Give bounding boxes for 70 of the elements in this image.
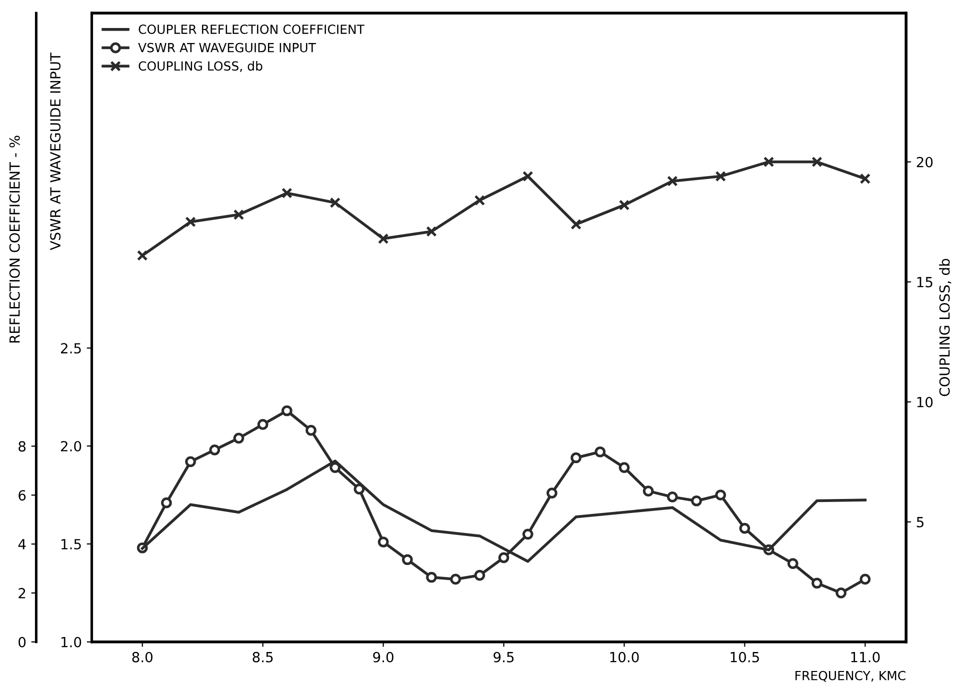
y3-tick-label: 8 [18, 441, 26, 452]
point [570, 218, 582, 230]
point [450, 574, 461, 585]
y3-tick-label: 6 [18, 490, 26, 501]
legend-label: COUPLING LOSS, db [138, 61, 262, 72]
point [860, 574, 871, 585]
y-axis-title: VSWR AT WAVEGUIDE INPUT [50, 52, 61, 250]
point [136, 250, 148, 261]
point [715, 490, 726, 500]
y2-axis-title: COUPLING LOSS, db [939, 258, 952, 396]
point [378, 536, 389, 548]
point [209, 444, 220, 456]
legend-label: VSWR AT WAVEGUIDE INPUT [138, 42, 316, 52]
point [666, 492, 678, 502]
point [282, 188, 292, 198]
point [618, 200, 630, 210]
point [715, 170, 726, 182]
point [522, 170, 534, 182]
point [282, 405, 292, 416]
point [787, 558, 798, 569]
point [812, 156, 822, 168]
point [257, 419, 268, 430]
point [763, 156, 774, 168]
point [594, 446, 606, 458]
y3-tick-label: 2 [18, 588, 26, 598]
x-axis-title: FREQUENCY, KMC [796, 670, 906, 682]
y2-tick-label: 20 [916, 156, 933, 168]
y2-tick-label: 5 [916, 517, 924, 528]
point [185, 456, 196, 468]
point [378, 233, 389, 244]
y2-tick-label: 10 [917, 396, 933, 408]
point [860, 173, 871, 184]
point [330, 197, 341, 208]
y3-tick-label: 4 [18, 539, 26, 550]
point [402, 554, 413, 566]
x-tick-label: 10.5 [730, 652, 759, 662]
point [474, 570, 486, 581]
point [570, 452, 582, 464]
y-tick-label: 1.5 [61, 539, 81, 550]
point [498, 552, 510, 564]
y-tick-label: 1.0 [61, 636, 82, 648]
x-tick-label: 9.0 [373, 652, 394, 662]
point [522, 528, 534, 540]
y-tick-label: 2.0 [60, 440, 82, 452]
point [426, 572, 437, 583]
point [161, 497, 172, 508]
point [642, 486, 654, 496]
point [739, 522, 750, 534]
point [233, 432, 244, 444]
point [426, 226, 437, 237]
point [666, 176, 678, 186]
point [691, 495, 702, 506]
y3-axis-title: REFLECTION COEFFICIENT - % [9, 136, 20, 343]
point [812, 578, 822, 589]
x-tick-label: 8.5 [252, 652, 273, 662]
point [306, 424, 316, 436]
x-tick-label: 8.0 [132, 652, 152, 662]
y2-tick-label: 15 [917, 277, 932, 288]
y3-tick-label: 0 [18, 636, 26, 648]
point [185, 216, 196, 228]
point [474, 194, 486, 206]
point [618, 462, 630, 473]
x-tick-label: 9.5 [494, 652, 514, 662]
y-tick-label: 2.5 [60, 343, 81, 354]
legend-label: COUPLER REFLECTION COEFFICIENT [138, 24, 365, 34]
point [836, 588, 846, 598]
x-tick-label: 10.0 [610, 652, 639, 662]
point [233, 209, 244, 220]
point [546, 488, 558, 498]
x-tick-label: 11.0 [851, 652, 880, 662]
